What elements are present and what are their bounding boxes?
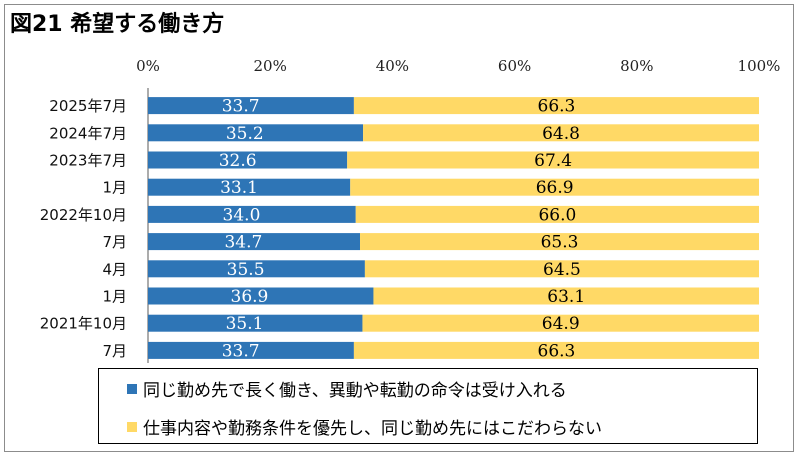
data-label-series-1: 35.2 (226, 124, 264, 144)
category-label: 7月 (102, 233, 127, 251)
data-label-series-2: 63.1 (547, 287, 585, 307)
x-tick-label: 80% (620, 57, 653, 75)
category-label: 1月 (102, 179, 127, 197)
bar-segment-series-1 (148, 287, 374, 305)
data-label-series-2: 67.4 (534, 151, 572, 171)
bar-segment-series-1 (148, 124, 364, 142)
bar-segment-series-2 (363, 124, 759, 142)
bar-segment-series-1 (148, 178, 351, 196)
bar-segment-series-2 (353, 341, 759, 359)
data-label-series-1: 34.0 (223, 205, 261, 225)
data-label-series-2: 66.0 (538, 205, 576, 225)
x-tick-label: 0% (136, 57, 160, 75)
x-tick-label: 20% (254, 57, 287, 75)
data-label-series-1: 33.1 (220, 178, 258, 198)
data-label-series-2: 64.8 (542, 124, 580, 144)
legend-swatch-series-2 (127, 421, 137, 432)
data-label-series-1: 33.7 (222, 97, 260, 117)
x-tick-label: 100% (738, 57, 781, 75)
bar-segment-series-2 (362, 314, 759, 332)
bar-segment-series-1 (148, 233, 361, 251)
data-label-series-2: 66.3 (538, 341, 576, 361)
bar-segment-series-1 (148, 260, 365, 278)
legend: 同じ勤め先で長く働き、異動や転勤の命令は受け入れる 仕事内容や勤務条件を優先し、… (98, 368, 758, 444)
data-label-series-1: 32.6 (219, 151, 257, 171)
category-label: 4月 (102, 260, 127, 278)
category-label: 2024年7月 (49, 124, 127, 142)
bar-segment-series-1 (148, 151, 348, 169)
legend-label-series-1: 同じ勤め先で長く働き、異動や転勤の命令は受け入れる (143, 381, 567, 401)
x-tick-label: 40% (376, 57, 409, 75)
bar-segment-series-2 (350, 178, 759, 196)
chart-title: 図21 希望する働き方 (10, 12, 225, 37)
data-label-series-1: 36.9 (231, 287, 269, 307)
bar-segment-series-2 (373, 287, 759, 305)
bar-segment-series-1 (148, 205, 356, 223)
x-tick-label: 60% (498, 57, 531, 75)
data-label-series-1: 34.7 (224, 233, 262, 253)
legend-swatch-series-1 (127, 383, 137, 394)
category-label: 1月 (102, 288, 127, 306)
data-label-series-2: 64.5 (543, 260, 581, 280)
data-label-series-2: 64.9 (542, 314, 580, 334)
bar-segment-series-1 (148, 97, 354, 115)
data-label-series-2: 66.3 (538, 97, 576, 117)
bar-segment-series-2 (353, 97, 759, 115)
bar-segment-series-2 (364, 260, 759, 278)
bar-segment-series-1 (148, 341, 354, 359)
data-label-series-1: 35.5 (227, 260, 265, 280)
category-label: 2023年7月 (49, 152, 127, 170)
legend-item-series-1: 同じ勤め先で長く働き、異動や転勤の命令は受け入れる (127, 376, 567, 401)
data-label-series-2: 66.9 (536, 178, 574, 198)
data-label-series-1: 35.1 (226, 314, 264, 334)
category-label: 2022年10月 (40, 206, 127, 224)
category-label: 7月 (102, 342, 127, 360)
legend-item-series-2: 仕事内容や勤務条件を優先し、同じ勤め先にはこだわらない (127, 414, 602, 439)
bar-segment-series-2 (347, 151, 759, 169)
bar-segment-series-2 (360, 233, 759, 251)
category-label: 2021年10月 (40, 315, 127, 333)
legend-label-series-2: 仕事内容や勤務条件を優先し、同じ勤め先にはこだわらない (143, 419, 602, 439)
category-label: 2025年7月 (49, 97, 127, 115)
data-label-series-2: 65.3 (541, 233, 579, 253)
data-label-series-1: 33.7 (222, 341, 260, 361)
bar-segment-series-2 (355, 205, 759, 223)
bar-segment-series-1 (148, 314, 363, 332)
